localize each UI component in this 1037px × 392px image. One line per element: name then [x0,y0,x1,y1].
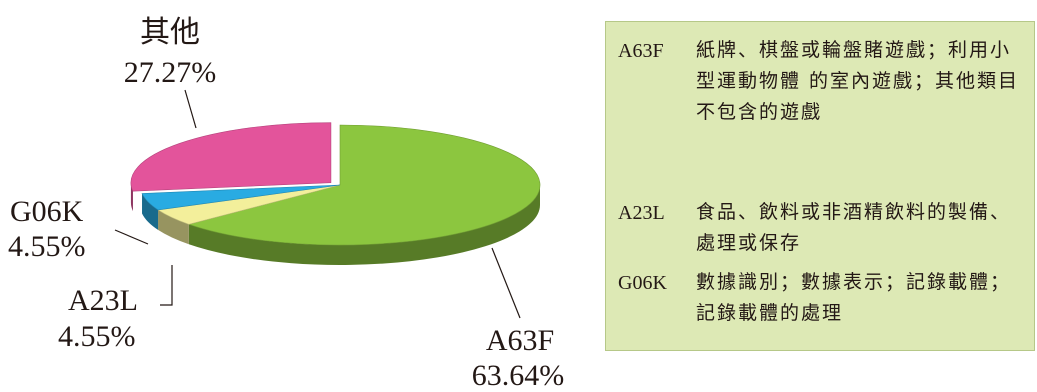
slice-side-g06k [142,193,159,230]
slice-label-a23l-code: A23L [68,284,138,317]
pie-chart: 其他 27.27% G06K 4.55% A23L 4.55% A63F 63.… [8,16,565,392]
slice-side-a23l [158,209,189,245]
slice-label-a23l-pct: 4.55% [58,320,136,353]
slice-label-a63f-code: A63F [486,324,554,357]
legend-code: A63F [618,40,664,62]
leader-lines [114,89,521,319]
legend-code: A23L [618,202,665,224]
legend-desc: 數據識別；數據表示；記錄載體；記錄載體的處理 [696,271,1012,324]
slice-label-a63f-pct: 63.64% [472,359,565,392]
leader-a23l [160,265,173,306]
slice-label-g06k-code: G06K [10,195,84,228]
slice-side-a63f [188,185,540,266]
slice-other [130,122,332,192]
slice-a63f [187,124,541,246]
legend-code: G06K [618,272,667,294]
legend-box: A63F 紙牌、棋盤或輪盤賭遊戲；利用小型運動物體 的室內遊戲；其他類目不包含的… [605,21,1035,351]
leader-g06k [114,229,149,245]
slice-label-g06k-pct: 4.55% [8,230,86,263]
leader-other [184,89,197,129]
legend-desc: 紙牌、棋盤或輪盤賭遊戲；利用小型運動物體 的室內遊戲；其他類目不包含的遊戲 [696,39,1020,123]
pie-slices [130,122,541,266]
slice-label-other-code: 其他 [140,16,200,49]
slice-side-其他 [130,182,133,212]
legend-desc: 食品、飲料或非酒精飲料的製備、處理或保存 [696,201,1012,254]
leader-a63f [491,247,521,319]
slice-label-other-pct: 27.27% [124,56,217,89]
slice-g06k [141,184,341,211]
